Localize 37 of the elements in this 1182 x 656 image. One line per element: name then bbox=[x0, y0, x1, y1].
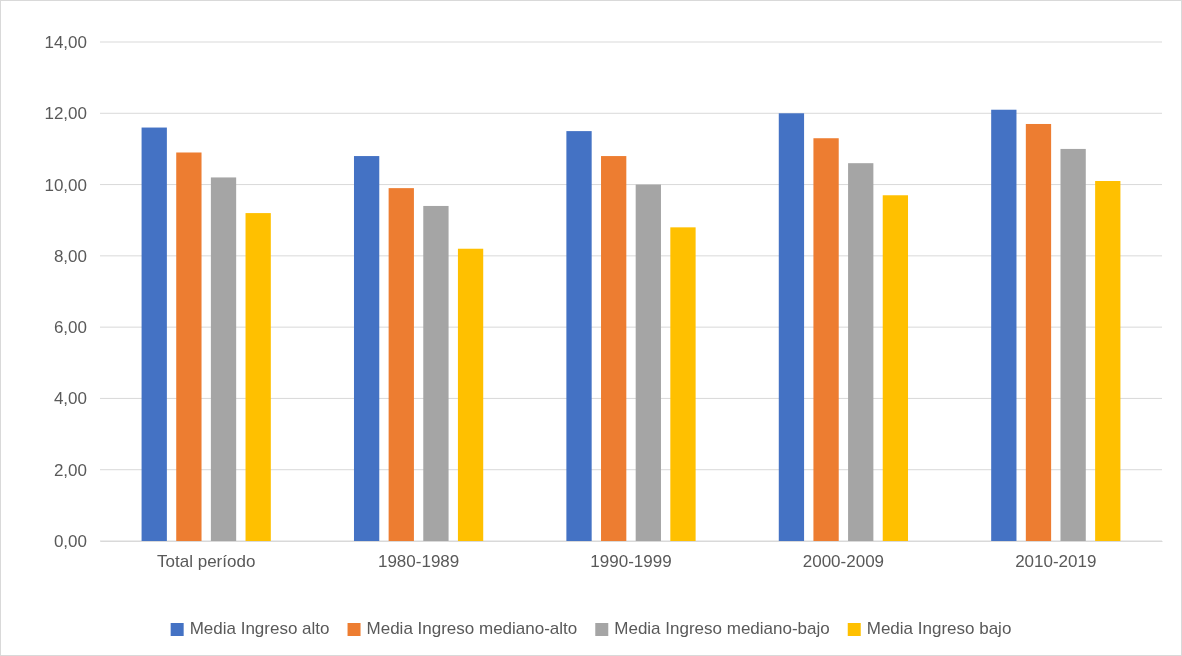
y-tick-label: 14,00 bbox=[44, 32, 87, 52]
x-tick-label: 2000-2009 bbox=[802, 552, 885, 572]
x-tick-label: 1980-1989 bbox=[377, 552, 460, 572]
y-tick-label: 4,00 bbox=[53, 389, 87, 409]
bar bbox=[245, 213, 271, 541]
bar bbox=[423, 205, 449, 541]
bar bbox=[670, 227, 696, 541]
legend-label: Media Ingreso mediano-alto bbox=[366, 619, 578, 638]
y-tick-label: 0,00 bbox=[53, 531, 87, 551]
x-tick-label: 1990-1999 bbox=[590, 552, 672, 572]
bar bbox=[1060, 148, 1086, 541]
y-tick-label: 6,00 bbox=[53, 318, 87, 338]
bar bbox=[991, 109, 1017, 541]
bar bbox=[388, 188, 414, 541]
bar bbox=[457, 248, 484, 541]
bar bbox=[601, 156, 627, 541]
bar bbox=[813, 138, 839, 541]
bar bbox=[882, 195, 909, 541]
bar bbox=[1025, 123, 1052, 541]
bar bbox=[566, 131, 592, 541]
bar bbox=[141, 127, 167, 541]
bar bbox=[778, 113, 805, 541]
bar bbox=[176, 152, 202, 541]
y-tick-label: 10,00 bbox=[44, 175, 87, 195]
x-tick-label: Total período bbox=[157, 552, 256, 572]
legend-label: Media Ingreso bajo bbox=[866, 619, 1012, 638]
x-tick-label: 2010-2019 bbox=[1015, 552, 1097, 572]
bar bbox=[353, 156, 380, 541]
y-tick-label: 12,00 bbox=[44, 104, 87, 124]
y-tick-label: 8,00 bbox=[53, 246, 87, 266]
legend-label: Media Ingreso mediano-bajo bbox=[614, 619, 830, 638]
bar bbox=[1095, 181, 1121, 541]
legend-label: Media Ingreso alto bbox=[189, 619, 330, 638]
bar bbox=[210, 177, 237, 541]
bar bbox=[848, 163, 874, 541]
y-tick-label: 2,00 bbox=[53, 460, 87, 480]
bar bbox=[635, 184, 661, 541]
